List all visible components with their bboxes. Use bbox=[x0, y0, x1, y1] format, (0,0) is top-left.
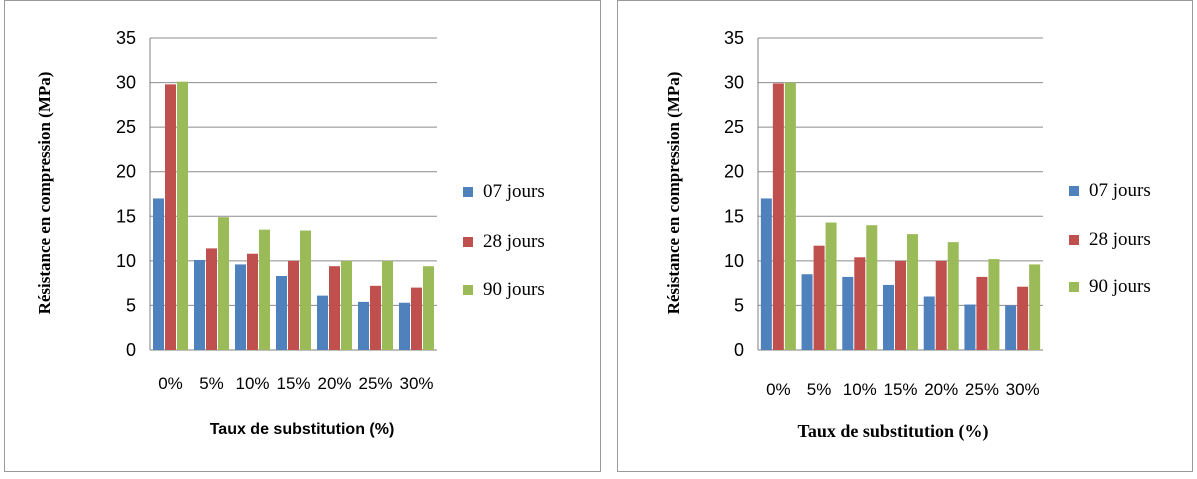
bar bbox=[399, 302, 410, 350]
x-tick-label: 15% bbox=[883, 380, 917, 399]
legend-swatch bbox=[463, 187, 473, 197]
y-tick-label: 0 bbox=[734, 340, 744, 360]
x-axis-label: Taux de substitution (%) bbox=[797, 421, 989, 441]
x-tick-label: 0% bbox=[158, 374, 183, 393]
bar bbox=[300, 230, 311, 350]
bar bbox=[317, 295, 328, 350]
x-tick-label: 10% bbox=[235, 374, 269, 393]
x-tick-label: 20% bbox=[317, 374, 351, 393]
bar bbox=[329, 266, 340, 350]
bar bbox=[988, 259, 1000, 350]
bar bbox=[923, 296, 935, 350]
x-tick-label: 20% bbox=[924, 380, 958, 399]
bar bbox=[165, 84, 176, 351]
x-tick-label: 10% bbox=[843, 380, 877, 399]
chart-panel-left: 0 5 10 15 20 25 30 35 0% 5% 10% 15% 20% 25% 30% Résist… bbox=[4, 0, 601, 472]
y-tick-label: 35 bbox=[116, 28, 136, 48]
bar bbox=[370, 285, 381, 350]
bar bbox=[358, 301, 369, 350]
bar bbox=[801, 274, 813, 350]
bar bbox=[907, 234, 918, 350]
legend-item: 28 jours bbox=[1069, 229, 1151, 251]
y-tick-label: 10 bbox=[116, 251, 136, 271]
legend-label: 28 jours bbox=[1089, 229, 1151, 250]
y-tick-label: 20 bbox=[116, 162, 136, 182]
x-tick-label: 5% bbox=[199, 374, 224, 393]
y-tick-label: 30 bbox=[116, 73, 136, 93]
bar bbox=[854, 257, 866, 350]
bar bbox=[947, 242, 959, 350]
x-axis-label: Taux de substitution (%) bbox=[209, 421, 395, 438]
bar bbox=[153, 198, 164, 350]
bar bbox=[411, 287, 422, 350]
y-tick-label: 15 bbox=[116, 206, 136, 226]
legend-swatch bbox=[463, 285, 473, 295]
bar bbox=[976, 276, 988, 350]
legend-label: 28 jours bbox=[483, 231, 545, 252]
bar bbox=[288, 260, 299, 350]
legend-label: 07 jours bbox=[1089, 180, 1151, 201]
x-tick-label: 30% bbox=[399, 374, 433, 393]
y-tick-label: 15 bbox=[724, 206, 744, 226]
bar-chart-right: 0 5 10 15 20 25 30 35 0% 5% 10% 15% 20% 25% 30% bbox=[724, 28, 1043, 399]
bar bbox=[883, 284, 894, 350]
x-tick-label: 25% bbox=[965, 380, 999, 399]
legend-item: 07 jours bbox=[463, 181, 545, 203]
legend-swatch bbox=[1069, 235, 1079, 245]
legend-swatch bbox=[1069, 282, 1079, 292]
y-tick-label: 35 bbox=[724, 28, 744, 48]
bar bbox=[177, 81, 188, 351]
legend-item: 90 jours bbox=[1069, 276, 1151, 298]
bar bbox=[1029, 264, 1041, 350]
chart-panel-right: 0 5 10 15 20 25 30 35 0% 5% 10% 15% 20% 25% 30% Résist… bbox=[617, 0, 1193, 472]
legend-label: 90 jours bbox=[483, 279, 545, 300]
bar bbox=[341, 260, 352, 350]
y-tick-label: 0 bbox=[126, 340, 136, 360]
bar bbox=[259, 229, 270, 350]
bar bbox=[784, 82, 796, 351]
bar bbox=[825, 222, 837, 350]
x-tick-label: 30% bbox=[1006, 380, 1040, 399]
bar bbox=[276, 276, 287, 350]
bar bbox=[235, 264, 246, 350]
y-tick-label: 10 bbox=[724, 251, 744, 271]
bar-chart-left: 0 5 10 15 20 25 30 35 0% 5% 10% 15% 20% 25% 30% bbox=[116, 28, 437, 393]
bar bbox=[813, 245, 825, 350]
x-tick-label: 5% bbox=[807, 380, 832, 399]
y-tick-label: 5 bbox=[734, 295, 744, 315]
y-tick-label: 25 bbox=[724, 117, 744, 137]
x-tick-label: 15% bbox=[276, 374, 310, 393]
legend-label: 90 jours bbox=[1089, 276, 1151, 297]
bar bbox=[206, 248, 217, 350]
bar bbox=[895, 260, 906, 350]
legend-item: 28 jours bbox=[463, 231, 545, 253]
y-tick-label: 20 bbox=[724, 162, 744, 182]
y-tick-label: 30 bbox=[724, 73, 744, 93]
y-axis-label: Résistance en compression (MPa) bbox=[664, 71, 683, 315]
x-tick-label: 0% bbox=[766, 380, 791, 399]
bar bbox=[382, 260, 393, 350]
bar bbox=[760, 198, 772, 350]
legend-label: 07 jours bbox=[483, 181, 545, 202]
bar bbox=[218, 217, 229, 350]
bar bbox=[964, 304, 976, 350]
bar bbox=[866, 225, 878, 350]
legend-swatch bbox=[463, 237, 473, 247]
bar bbox=[423, 266, 434, 350]
bar bbox=[194, 259, 205, 350]
bar bbox=[1005, 305, 1017, 350]
bar bbox=[247, 253, 258, 350]
y-tick-label: 5 bbox=[126, 295, 136, 315]
legend-item: 07 jours bbox=[1069, 180, 1151, 202]
y-axis-label: Résistance en compression (MPa) bbox=[35, 71, 54, 315]
x-tick-label: 25% bbox=[358, 374, 392, 393]
bar bbox=[842, 276, 854, 350]
bar bbox=[935, 260, 947, 350]
bar bbox=[1017, 286, 1029, 350]
legend-item: 90 jours bbox=[463, 279, 545, 301]
legend-swatch bbox=[1069, 186, 1079, 196]
y-tick-label: 25 bbox=[116, 117, 136, 137]
bar bbox=[772, 83, 784, 350]
